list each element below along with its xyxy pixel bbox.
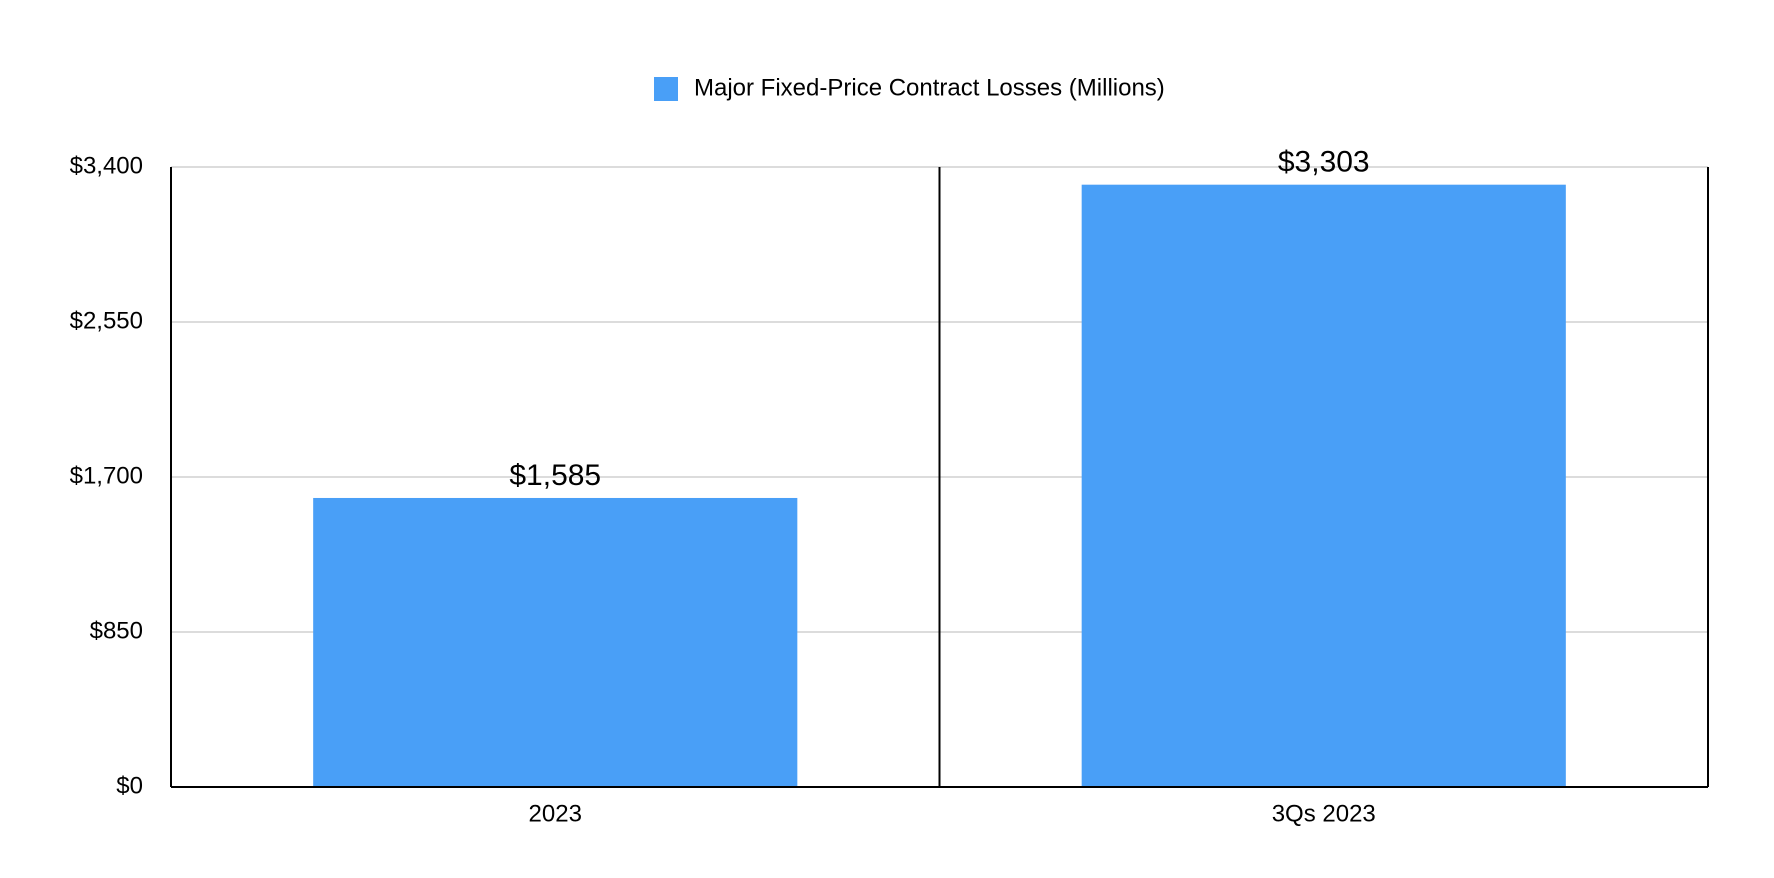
bar bbox=[1081, 184, 1566, 787]
value-label: $1,585 bbox=[509, 459, 601, 492]
legend-label: Major Fixed-Price Contract Losses (Milli… bbox=[694, 74, 1165, 101]
y-tick-label: $850 bbox=[90, 617, 143, 644]
y-tick-label: $0 bbox=[116, 772, 143, 799]
x-tick-label: 3Qs 2023 bbox=[1272, 800, 1376, 827]
y-tick-label: $3,400 bbox=[70, 152, 143, 179]
legend-swatch bbox=[654, 77, 678, 101]
bar bbox=[313, 497, 798, 787]
y-tick-label: $1,700 bbox=[70, 462, 143, 489]
y-tick-label: $2,550 bbox=[70, 307, 143, 334]
value-label: $3,303 bbox=[1278, 146, 1370, 179]
x-tick-label: 2023 bbox=[529, 800, 582, 827]
